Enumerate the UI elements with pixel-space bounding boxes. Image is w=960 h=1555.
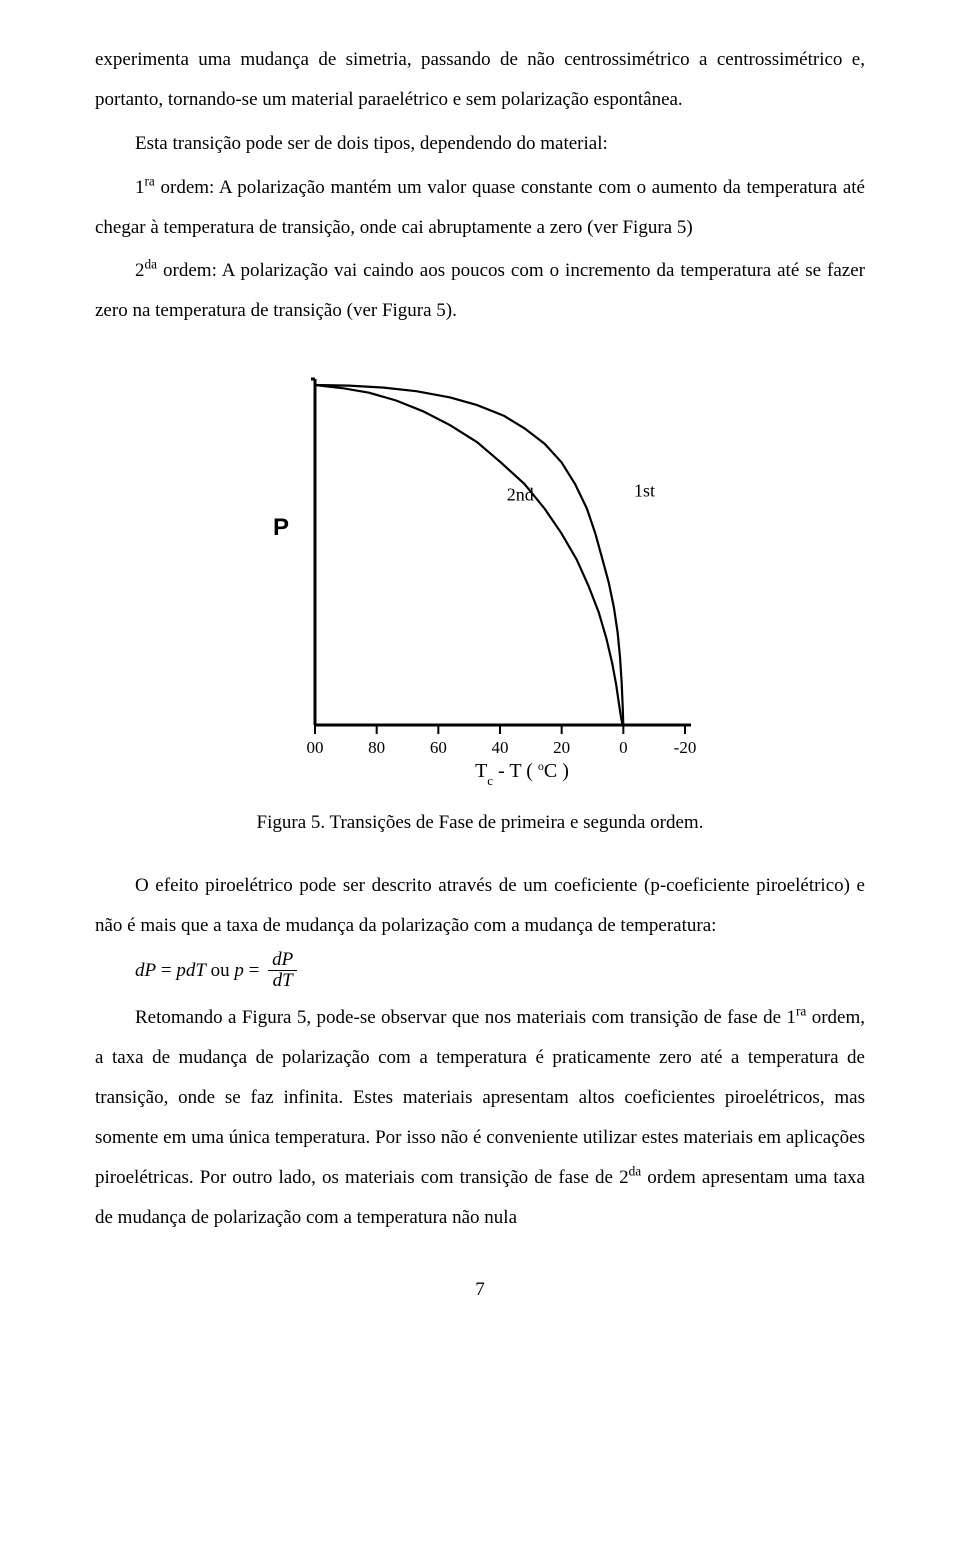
caption-text: Figura 5. Transições de Fase de primeira… xyxy=(257,812,704,833)
eq-den: dT xyxy=(268,971,297,992)
page-number-text: 7 xyxy=(475,1279,485,1300)
eq-fraction: dPdT xyxy=(268,950,297,993)
ordinal-sup: ra xyxy=(145,173,155,188)
text-post: ordem: A polarização vai caindo aos pouc… xyxy=(95,260,865,321)
svg-text:2nd: 2nd xyxy=(507,485,534,505)
text-post: ordem: A polarização mantém um valor qua… xyxy=(95,177,865,238)
svg-text:20: 20 xyxy=(553,738,570,757)
text: Esta transição pode ser de dois tipos, d… xyxy=(135,133,608,154)
paragraph-4: Retomando a Figura 5, pode-se observar q… xyxy=(95,998,865,1237)
svg-text:1st: 1st xyxy=(634,481,655,501)
eq-lhs2: p xyxy=(234,959,244,980)
ordinal-sup: da xyxy=(629,1164,642,1179)
eq-rhs1: pdT xyxy=(176,959,206,980)
paragraph-3: O efeito piroelétrico pode ser descrito … xyxy=(95,866,865,946)
svg-text:80: 80 xyxy=(368,738,385,757)
eq-lhs1: dP xyxy=(135,959,156,980)
svg-text:40: 40 xyxy=(492,738,509,757)
svg-text:-20: -20 xyxy=(674,738,697,757)
chart-svg: 00 80 60 40 20 0 -20 Tc - T ( oC ) P 1st 2nd xyxy=(245,365,715,795)
figure-caption: Figura 5. Transições de Fase de primeira… xyxy=(95,809,865,838)
eq-sign1: = xyxy=(156,959,176,980)
paragraph-2b: 1ra ordem: A polarização mantém um valor… xyxy=(95,168,865,248)
svg-text:Tc - T ( oC ): Tc - T ( oC ) xyxy=(475,759,569,788)
text: O efeito piroelétrico pode ser descrito … xyxy=(95,875,865,936)
svg-text:0: 0 xyxy=(619,738,628,757)
svg-text:00: 00 xyxy=(307,738,324,757)
ordinal-sup: da xyxy=(145,257,158,272)
eq-sign2: = xyxy=(244,959,264,980)
eq-num: dP xyxy=(268,950,297,972)
paragraph-2c: 2da ordem: A polarização vai caindo aos … xyxy=(95,251,865,331)
figure-plot: 00 80 60 40 20 0 -20 Tc - T ( oC ) P 1st 2nd xyxy=(245,365,715,795)
svg-text:60: 60 xyxy=(430,738,447,757)
page-number: 7 xyxy=(95,1280,865,1299)
svg-text:P: P xyxy=(273,514,289,541)
text-a: Retomando a Figura 5, pode-se observar q… xyxy=(135,1007,796,1028)
text: experimenta uma mudança de simetria, pas… xyxy=(95,49,865,110)
figure-5: 00 80 60 40 20 0 -20 Tc - T ( oC ) P 1st 2nd xyxy=(95,365,865,795)
paragraph-2a: Esta transição pode ser de dois tipos, d… xyxy=(95,124,865,164)
paragraph-1: experimenta uma mudança de simetria, pas… xyxy=(95,40,865,120)
eq-sep: ou xyxy=(206,959,235,980)
text-b: ordem, a taxa de mudança de polarização … xyxy=(95,1007,865,1188)
text-pre: 1 xyxy=(135,177,145,198)
text-pre: 2 xyxy=(135,260,145,281)
equation: dP = pdT ou p = dPdT xyxy=(135,950,865,993)
ordinal-sup: ra xyxy=(796,1004,806,1019)
